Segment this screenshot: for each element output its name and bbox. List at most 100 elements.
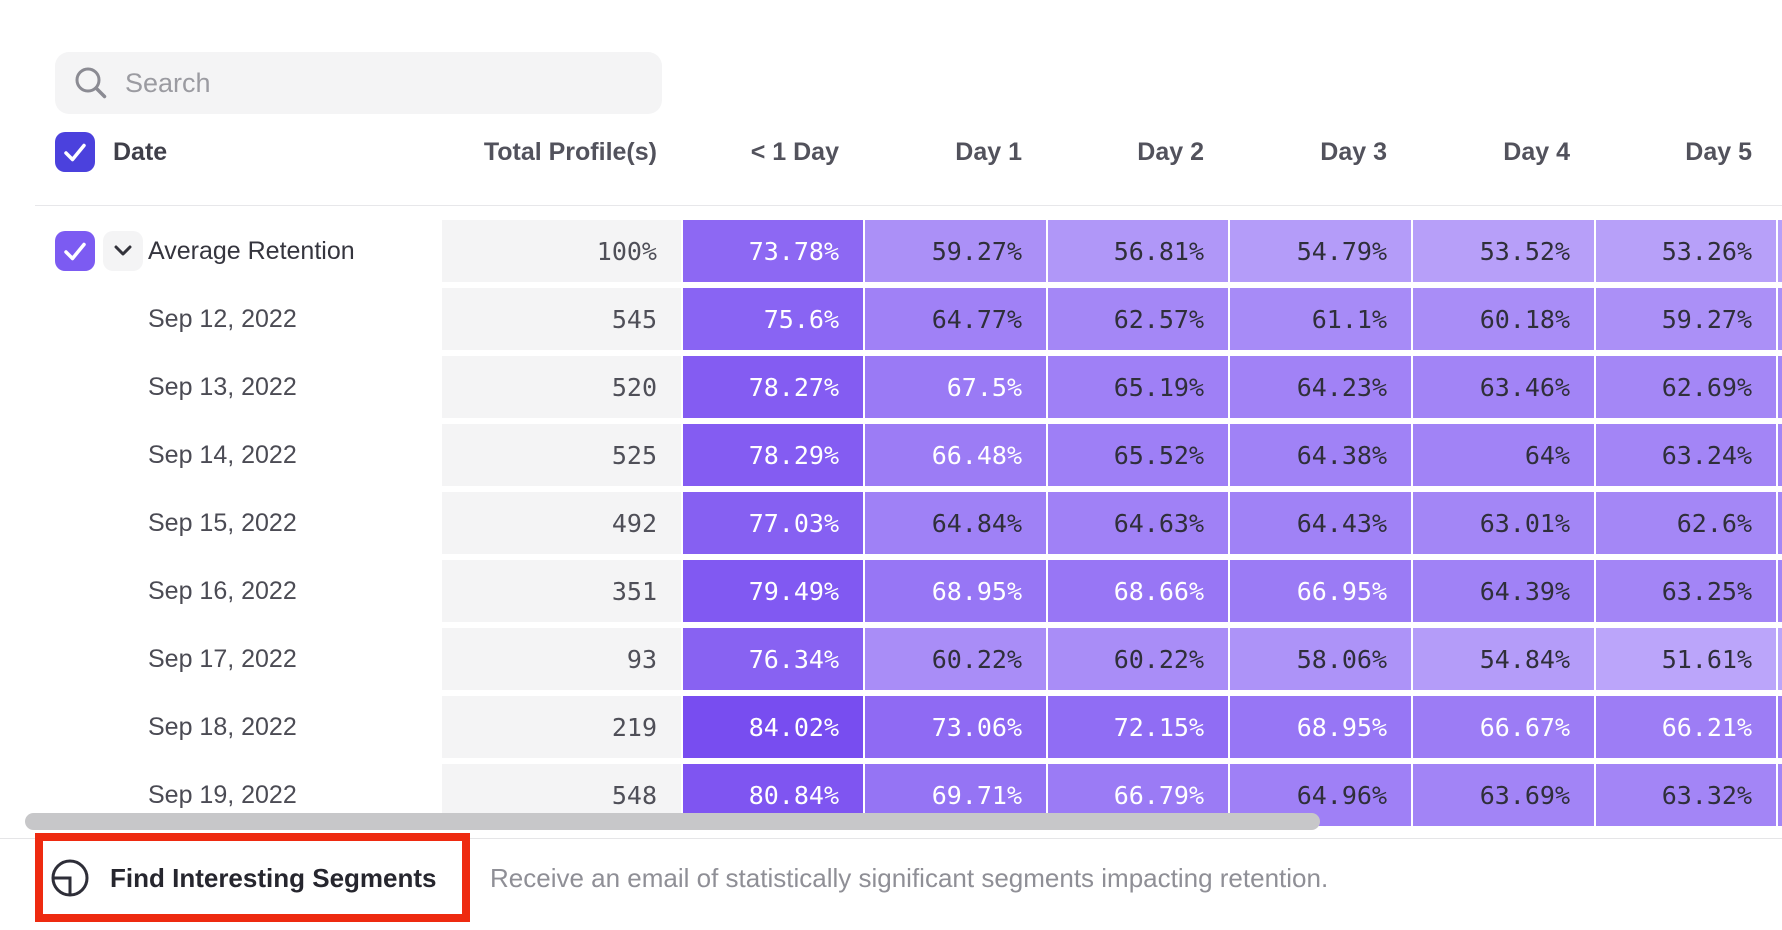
cohort-date-label: Sep 17, 2022 [148,644,297,673]
retention-value-cell: 51.61% [1596,628,1776,690]
column-header-day-5: Day 5 [1685,138,1752,166]
retention-value-cell: 62.69% [1596,356,1776,418]
cohort-date-label: Sep 12, 2022 [148,304,297,333]
search-bar [55,52,662,114]
retention-value-cell: 59.27% [865,220,1046,282]
expand-collapse-button[interactable] [103,231,143,271]
retention-value-cell: 73.06% [865,696,1046,758]
table-row: Sep 18, 2022 219 84.02% 73.06% 72.15% 68.95% 6… [0,696,1782,758]
find-interesting-segments-label: Find Interesting Segments [110,862,437,893]
retention-value-cell: 72.15% [1048,696,1228,758]
retention-value-cell: 63.25% [1596,560,1776,622]
footer-divider [0,838,1782,839]
column-header-lt-1-day: < 1 Day [750,138,839,166]
clipped-next-column-sliver [1778,628,1782,690]
checkmark-icon [64,143,86,162]
clipped-next-column-sliver [1778,424,1782,486]
retention-value-cell: 54.84% [1413,628,1594,690]
table-row: Sep 13, 2022 520 78.27% 67.5% 65.19% 64.23% 63… [0,356,1782,418]
retention-value-cell: 62.57% [1048,288,1228,350]
retention-value-cell: 54.79% [1230,220,1411,282]
retention-value-cell: 60.22% [1048,628,1228,690]
retention-value-cell: 73.78% [683,220,863,282]
retention-value-cell: 66.67% [1413,696,1594,758]
segment-pie-icon [51,859,89,897]
retention-value-cell: 75.6% [683,288,863,350]
retention-value-cell: 64% [1413,424,1594,486]
retention-value-cell: 68.95% [865,560,1046,622]
search-icon [75,67,107,99]
column-header-date: Date [113,138,168,166]
retention-value-cell: 56.81% [1048,220,1228,282]
total-profiles-cell: 525 [442,424,681,486]
retention-value-cell: 64.96% [1230,764,1411,826]
retention-value-cell: 66.48% [865,424,1046,486]
retention-value-cell: 53.26% [1596,220,1776,282]
retention-value-cell: 68.95% [1230,696,1411,758]
select-all-checkbox[interactable] [55,132,95,172]
retention-value-cell: 64.38% [1230,424,1411,486]
cohort-date-label: Sep 16, 2022 [148,576,297,605]
retention-value-cell: 60.18% [1413,288,1594,350]
total-profiles-cell: 351 [442,560,681,622]
cohort-date-label: Sep 18, 2022 [148,712,297,741]
total-profiles-cell: 545 [442,288,681,350]
column-header-day-3: Day 3 [1320,138,1387,166]
total-profiles-cell: 520 [442,356,681,418]
red-annotation-box [35,833,470,922]
footer-description: Receive an email of statistically signif… [490,862,1329,893]
retention-value-cell: 53.52% [1413,220,1594,282]
retention-value-cell: 63.32% [1596,764,1776,826]
table-row: Sep 16, 2022 351 79.49% 68.95% 68.66% 66.95% 6… [0,560,1782,622]
retention-value-cell: 63.69% [1413,764,1594,826]
retention-value-cell: 60.22% [865,628,1046,690]
table-row: Sep 14, 2022 525 78.29% 66.48% 65.52% 64.38% 6… [0,424,1782,486]
retention-value-cell: 68.66% [1048,560,1228,622]
chevron-down-icon [114,245,132,256]
retention-value-cell: 66.95% [1230,560,1411,622]
retention-value-cell: 78.27% [683,356,863,418]
retention-value-cell: 64.77% [865,288,1046,350]
table-row: Sep 17, 2022 93 76.34% 60.22% 60.22% 58.06% 54… [0,628,1782,690]
retention-value-cell: 63.01% [1413,492,1594,554]
retention-value-cell: 63.24% [1596,424,1776,486]
retention-value-cell: 62.6% [1596,492,1776,554]
column-header-total-profiles: Total Profile(s) [483,138,657,166]
horizontal-scrollbar-thumb[interactable] [25,813,1320,830]
retention-value-cell: 65.19% [1048,356,1228,418]
retention-value-cell: 67.5% [865,356,1046,418]
search-input[interactable] [123,66,647,100]
clipped-next-column-sliver [1778,764,1782,826]
total-profiles-cell: 93 [442,628,681,690]
retention-value-cell: 64.23% [1230,356,1411,418]
average-retention-checkbox[interactable] [55,231,95,271]
table-row: Sep 12, 2022 545 75.6% 64.77% 62.57% 61.1% 60.… [0,288,1782,350]
average-retention-label: Average Retention [148,236,355,265]
find-interesting-segments-button[interactable]: Find Interesting Segments [50,845,437,911]
retention-value-cell: 76.34% [683,628,863,690]
column-header-day-4: Day 4 [1503,138,1570,166]
retention-value-cell: 79.49% [683,560,863,622]
clipped-next-column-sliver [1778,492,1782,554]
retention-value-cell: 65.52% [1048,424,1228,486]
cohort-date-label: Sep 19, 2022 [148,780,297,809]
total-profiles-cell: 219 [442,696,681,758]
retention-value-cell: 77.03% [683,492,863,554]
header-divider [35,205,1782,206]
table-row: Average Retention 100% 73.78% 59.27% 56.81% 5… [0,220,1782,282]
retention-value-cell: 84.02% [683,696,863,758]
retention-value-cell: 64.43% [1230,492,1411,554]
retention-value-cell: 66.21% [1596,696,1776,758]
clipped-next-column-sliver [1778,560,1782,622]
clipped-next-column-sliver [1778,288,1782,350]
total-profiles-cell: 100% [442,220,681,282]
cohort-date-label: Sep 15, 2022 [148,508,297,537]
retention-value-cell: 64.39% [1413,560,1594,622]
total-profiles-cell: 492 [442,492,681,554]
retention-value-cell: 64.84% [865,492,1046,554]
retention-value-cell: 63.46% [1413,356,1594,418]
column-header-day-1: Day 1 [955,138,1022,166]
column-header-day-2: Day 2 [1137,138,1204,166]
cohort-date-label: Sep 14, 2022 [148,440,297,469]
retention-value-cell: 58.06% [1230,628,1411,690]
